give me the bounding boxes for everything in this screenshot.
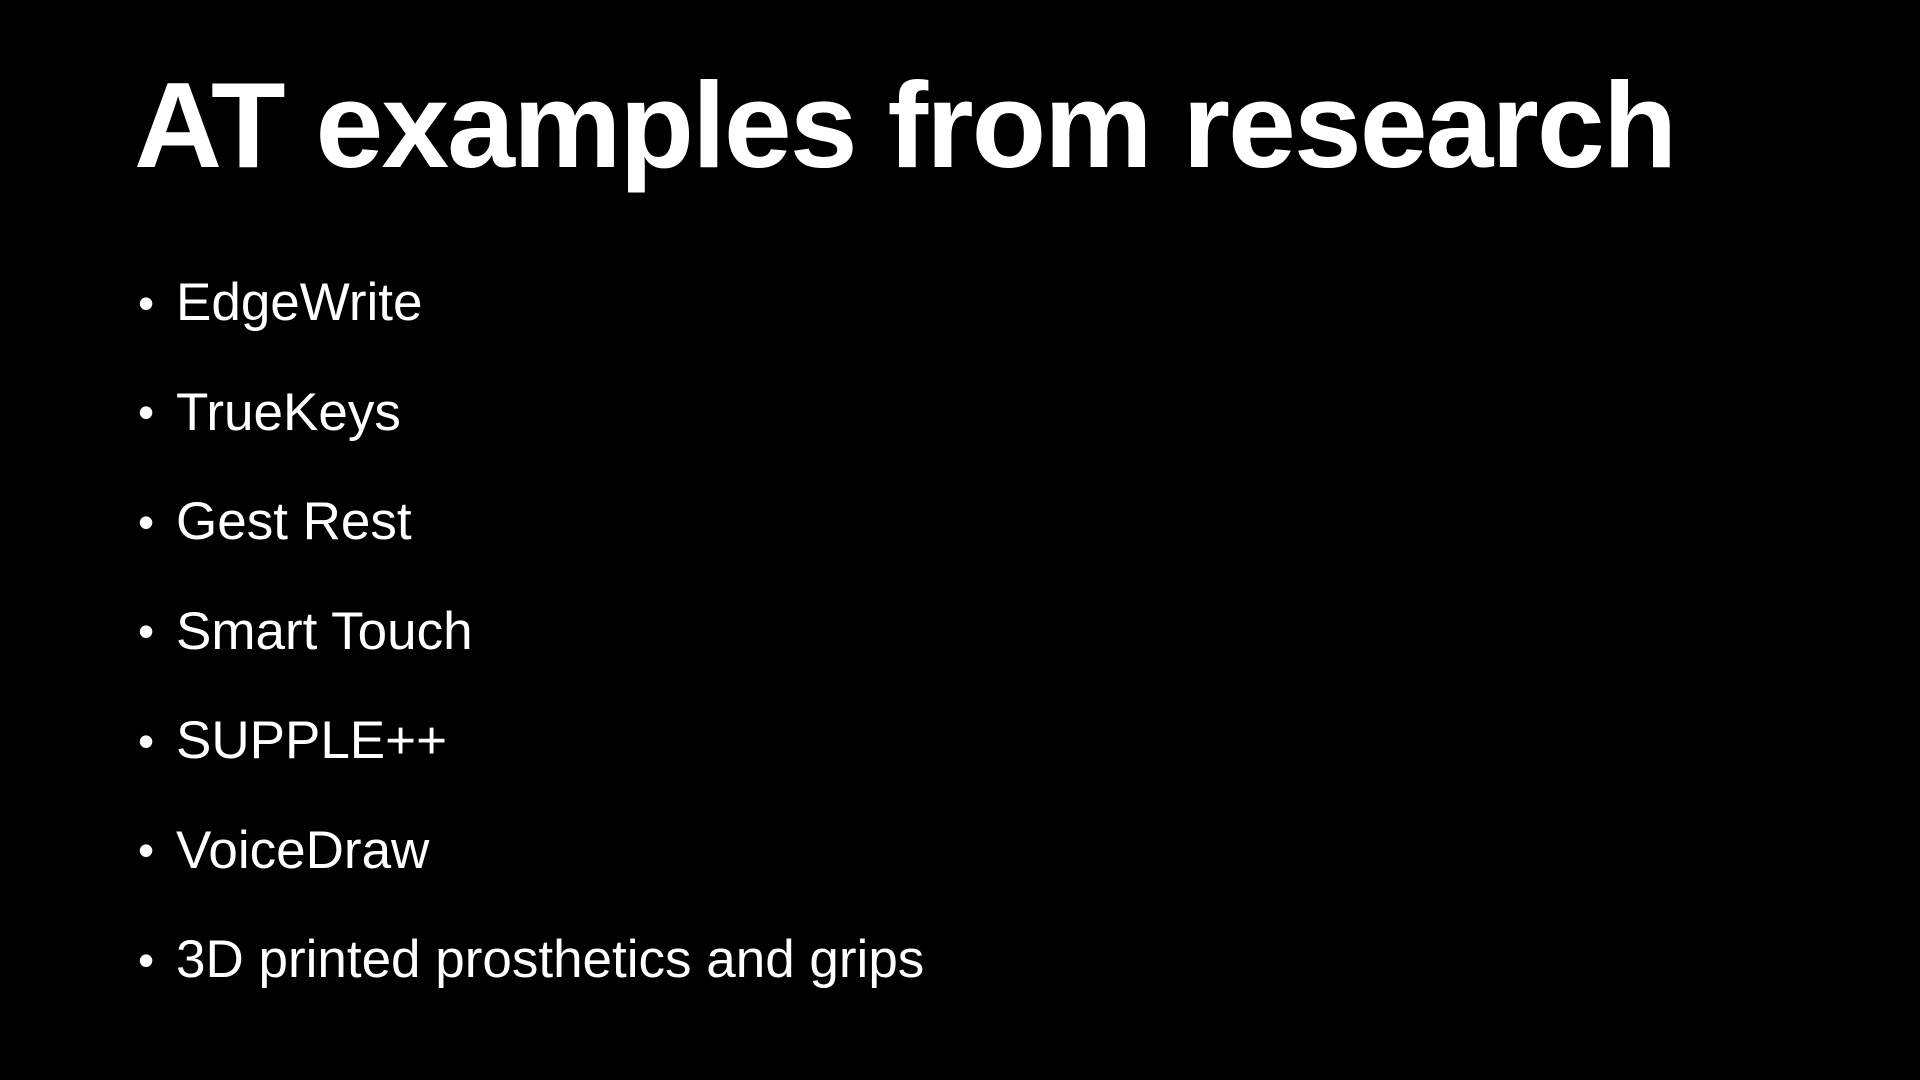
list-item: • VoiceDraw [138,796,924,906]
bullet-icon: • [138,605,155,658]
slide-title: AT examples from research [134,57,1677,193]
list-item-label: Gest Rest [176,492,412,552]
list-item-label: SUPPLE++ [176,711,448,771]
bullet-icon: • [138,714,155,767]
bullet-icon: • [138,824,155,877]
bullet-icon: • [138,276,155,329]
list-item-label: Smart Touch [176,601,473,661]
list-item-label: VoiceDraw [176,820,430,880]
bullet-icon: • [138,495,155,548]
bullet-icon: • [138,933,155,986]
list-item-label: EdgeWrite [176,273,423,333]
list-item: • SUPPLE++ [138,686,924,796]
list-item: • 3D printed prosthetics and grips [138,905,924,1015]
list-item-label: TrueKeys [176,382,401,442]
bullet-icon: • [138,386,155,439]
bullet-list: • EdgeWrite • TrueKeys • Gest Rest • Sma… [138,248,924,1015]
list-item: • Gest Rest [138,467,924,577]
list-item: • TrueKeys [138,358,924,468]
list-item: • Smart Touch [138,577,924,687]
list-item-label: 3D printed prosthetics and grips [176,930,925,990]
list-item: • EdgeWrite [138,248,924,358]
